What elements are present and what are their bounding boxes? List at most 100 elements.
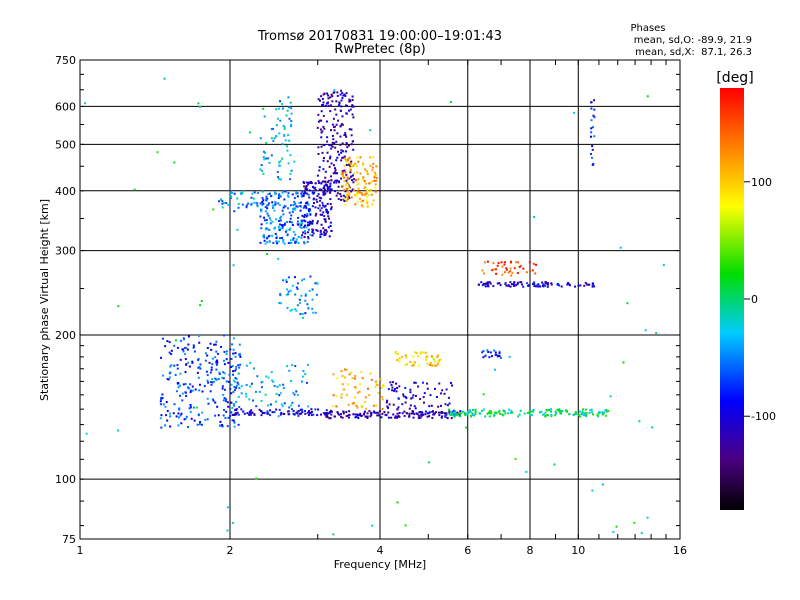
data-point: [297, 410, 300, 413]
data-point: [441, 415, 444, 418]
data-point: [189, 410, 192, 413]
data-point: [324, 232, 327, 235]
data-point: [229, 191, 232, 194]
data-point: [374, 380, 377, 383]
data-point: [372, 199, 375, 202]
data-point: [222, 414, 225, 417]
data-point: [348, 128, 351, 131]
data-point: [501, 265, 504, 268]
data-point: [357, 391, 360, 394]
data-point: [436, 355, 439, 358]
data-point: [319, 230, 322, 233]
data-point: [502, 409, 505, 412]
data-point: [287, 293, 290, 296]
data-point: [546, 285, 549, 288]
data-point: [584, 281, 587, 284]
data-point: [162, 403, 165, 406]
data-point: [329, 409, 332, 412]
data-point: [253, 191, 256, 194]
data-point: [345, 393, 348, 396]
data-point: [214, 356, 217, 359]
data-point: [214, 401, 217, 404]
data-point: [590, 127, 593, 130]
data-point: [265, 375, 268, 378]
data-point: [272, 127, 275, 130]
data-point: [289, 101, 292, 104]
data-point: [226, 401, 229, 404]
data-point: [278, 132, 281, 135]
data-point: [304, 293, 307, 296]
data-point: [291, 223, 294, 226]
data-point: [248, 410, 251, 413]
data-point: [232, 390, 235, 393]
data-point: [370, 189, 373, 192]
data-point: [604, 409, 607, 412]
data-point: [210, 381, 213, 384]
data-point: [402, 393, 405, 396]
data-point: [300, 219, 303, 222]
data-point: [312, 192, 315, 195]
data-point: [414, 351, 417, 354]
data-point: [295, 390, 298, 393]
data-point: [351, 113, 354, 116]
data-point: [335, 100, 338, 103]
data-point: [335, 140, 338, 143]
data-point: [321, 213, 324, 216]
data-point: [352, 402, 355, 405]
data-point: [349, 165, 352, 168]
data-point: [360, 414, 363, 417]
data-point: [319, 128, 322, 131]
data-point: [167, 378, 170, 381]
data-point: [319, 229, 322, 232]
data-point: [351, 98, 354, 101]
data-point: [351, 188, 354, 191]
data-point: [510, 283, 513, 286]
data-point: [287, 195, 290, 198]
data-point: [290, 408, 293, 411]
data-point: [513, 267, 516, 270]
data-point: [311, 288, 314, 291]
data-point: [297, 216, 300, 219]
data-point: [320, 95, 323, 98]
data-point: [234, 369, 237, 372]
data-point: [273, 385, 276, 388]
data-point: [588, 411, 591, 414]
data-point: [267, 376, 270, 379]
data-point: [413, 405, 416, 408]
data-point: [644, 329, 647, 332]
data-point: [233, 421, 236, 424]
data-point: [396, 501, 399, 504]
data-point: [363, 410, 366, 413]
data-point: [573, 285, 576, 288]
data-point: [341, 375, 344, 378]
data-point: [235, 386, 238, 389]
data-point: [536, 284, 539, 287]
data-point: [387, 406, 390, 409]
phase-stats-heading: Phases: [630, 23, 665, 34]
data-point: [337, 104, 340, 107]
data-point: [366, 205, 369, 208]
data-point: [465, 413, 468, 416]
data-point: [230, 365, 233, 368]
data-point: [215, 340, 218, 343]
data-point: [166, 419, 169, 422]
data-point: [517, 261, 520, 264]
data-point: [277, 107, 280, 110]
y-tick-label: 500: [55, 138, 76, 151]
data-point: [161, 374, 164, 377]
data-point: [439, 392, 442, 395]
data-point: [204, 359, 207, 362]
data-point: [295, 240, 298, 243]
data-point: [222, 371, 225, 374]
data-point: [344, 184, 347, 187]
data-point: [497, 262, 500, 265]
data-point: [412, 362, 415, 365]
data-point: [332, 91, 335, 94]
data-point: [330, 175, 333, 178]
data-point: [262, 234, 265, 237]
x-axis-label: Frequency [MHz]: [334, 558, 426, 571]
data-point: [271, 234, 274, 237]
data-point: [487, 411, 490, 414]
data-point: [280, 224, 283, 227]
data-point: [225, 201, 228, 204]
